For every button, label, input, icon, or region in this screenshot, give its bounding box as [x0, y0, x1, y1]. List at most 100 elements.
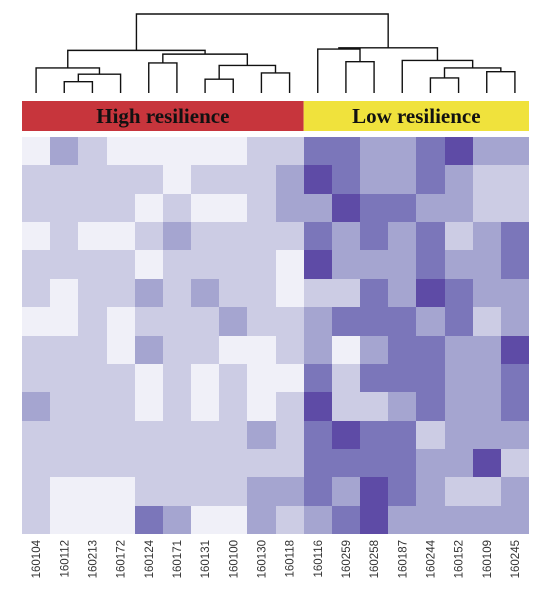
heatmap-cell — [501, 279, 529, 307]
heatmap-cell — [304, 222, 332, 250]
heatmap-cell — [360, 421, 388, 449]
column-label: 160172 — [116, 540, 128, 578]
heatmap-cell — [219, 307, 247, 336]
column-label: 160100 — [228, 540, 240, 578]
heatmap-cell — [219, 137, 247, 165]
heatmap-cell — [78, 194, 107, 222]
heatmap-cell — [332, 279, 360, 307]
heatmap-cell — [135, 250, 163, 279]
heatmap-cell — [135, 506, 163, 534]
heatmap-cell — [247, 194, 276, 222]
heatmap-cell — [163, 392, 191, 421]
heatmap-cell — [304, 279, 332, 307]
heatmap-cell — [332, 336, 360, 364]
heatmap-cell — [416, 137, 445, 165]
heatmap-cell — [78, 477, 107, 506]
heatmap-cell — [304, 137, 332, 165]
heatmap-cell — [445, 222, 473, 250]
heatmap-cell — [50, 506, 78, 534]
heatmap-cell — [445, 194, 473, 222]
heatmap-cell — [78, 222, 107, 250]
heatmap-cell — [107, 137, 135, 165]
column-label: 160187 — [397, 540, 409, 578]
column-label: 160112 — [59, 540, 71, 578]
heatmap-cell — [388, 506, 416, 534]
heatmap-cell — [135, 449, 163, 477]
heatmap-cell — [163, 250, 191, 279]
heatmap-cell — [304, 449, 332, 477]
heatmap-cell — [473, 279, 501, 307]
heatmap-cell — [276, 477, 304, 506]
heatmap-cell — [78, 137, 107, 165]
group-bar-0 — [22, 101, 304, 131]
heatmap-cell — [163, 279, 191, 307]
heatmap-cell — [135, 421, 163, 449]
heatmap-cell — [78, 364, 107, 392]
dendrogram-branch — [486, 70, 516, 93]
column-label: 160213 — [87, 540, 99, 578]
heatmap-cell — [304, 421, 332, 449]
heatmap-cell — [50, 449, 78, 477]
heatmap-cell — [473, 392, 501, 421]
dendrogram-branch — [77, 73, 122, 93]
heatmap-cell — [247, 336, 276, 364]
heatmap-cell — [360, 222, 388, 250]
heatmap-cell — [360, 137, 388, 165]
heatmap-cell — [247, 449, 276, 477]
column-labels: 160104 160112 160213 160172 160124 160171 1601… — [31, 539, 522, 578]
dendrogram-branch — [204, 78, 234, 93]
heatmap-cell — [360, 194, 388, 222]
column-label: 160258 — [369, 540, 381, 578]
heatmap-cell — [332, 506, 360, 534]
heatmap-cell — [416, 307, 445, 336]
heatmap-cell — [304, 506, 332, 534]
heatmap-cell — [247, 279, 276, 307]
heatmap-cell — [388, 364, 416, 392]
heatmap-cell — [388, 421, 416, 449]
heatmap-cell — [191, 336, 219, 364]
heatmap-cell — [247, 222, 276, 250]
heatmap-cell — [473, 194, 501, 222]
dendrogram-branch — [148, 62, 178, 93]
heatmap-cell — [78, 250, 107, 279]
heatmap-cell — [445, 477, 473, 506]
heatmap-cell — [276, 449, 304, 477]
heatmap-cell — [163, 477, 191, 506]
heatmap-cell — [416, 449, 445, 477]
heatmap-cell — [276, 392, 304, 421]
heatmap-cell — [416, 506, 445, 534]
heatmap-cell — [445, 364, 473, 392]
heatmap-cell — [78, 392, 107, 421]
heatmap-cell — [22, 250, 50, 279]
heatmap-cell — [247, 364, 276, 392]
heatmap-cell — [22, 392, 50, 421]
heatmap-cell — [107, 364, 135, 392]
heatmap-cell — [219, 222, 247, 250]
heatmap-cell — [50, 250, 78, 279]
group-color-bar: High resilience Low resilience — [22, 101, 529, 131]
heatmap-cell — [445, 250, 473, 279]
column-label: 160259 — [341, 540, 353, 578]
column-label: 160244 — [425, 539, 437, 578]
heatmap-cell — [304, 194, 332, 222]
column-label: 160109 — [482, 540, 494, 578]
column-label: 160131 — [200, 540, 212, 578]
heatmap-cell — [473, 307, 501, 336]
heatmap-cell — [416, 194, 445, 222]
heatmap-cell — [219, 392, 247, 421]
heatmap-cell — [388, 250, 416, 279]
heatmap-cell — [135, 279, 163, 307]
heatmap-cell — [416, 165, 445, 194]
heatmap-cell — [388, 165, 416, 194]
heatmap-cell — [304, 477, 332, 506]
heatmap-cell — [445, 336, 473, 364]
heatmap-cell — [388, 392, 416, 421]
heatmap-cell — [22, 364, 50, 392]
heatmap-cell — [191, 421, 219, 449]
heatmap-cell — [332, 250, 360, 279]
heatmap-cell — [163, 137, 191, 165]
heatmap-cell — [416, 392, 445, 421]
heatmap-cell — [276, 279, 304, 307]
heatmap-cell — [22, 307, 50, 336]
heatmap-cell — [473, 137, 501, 165]
